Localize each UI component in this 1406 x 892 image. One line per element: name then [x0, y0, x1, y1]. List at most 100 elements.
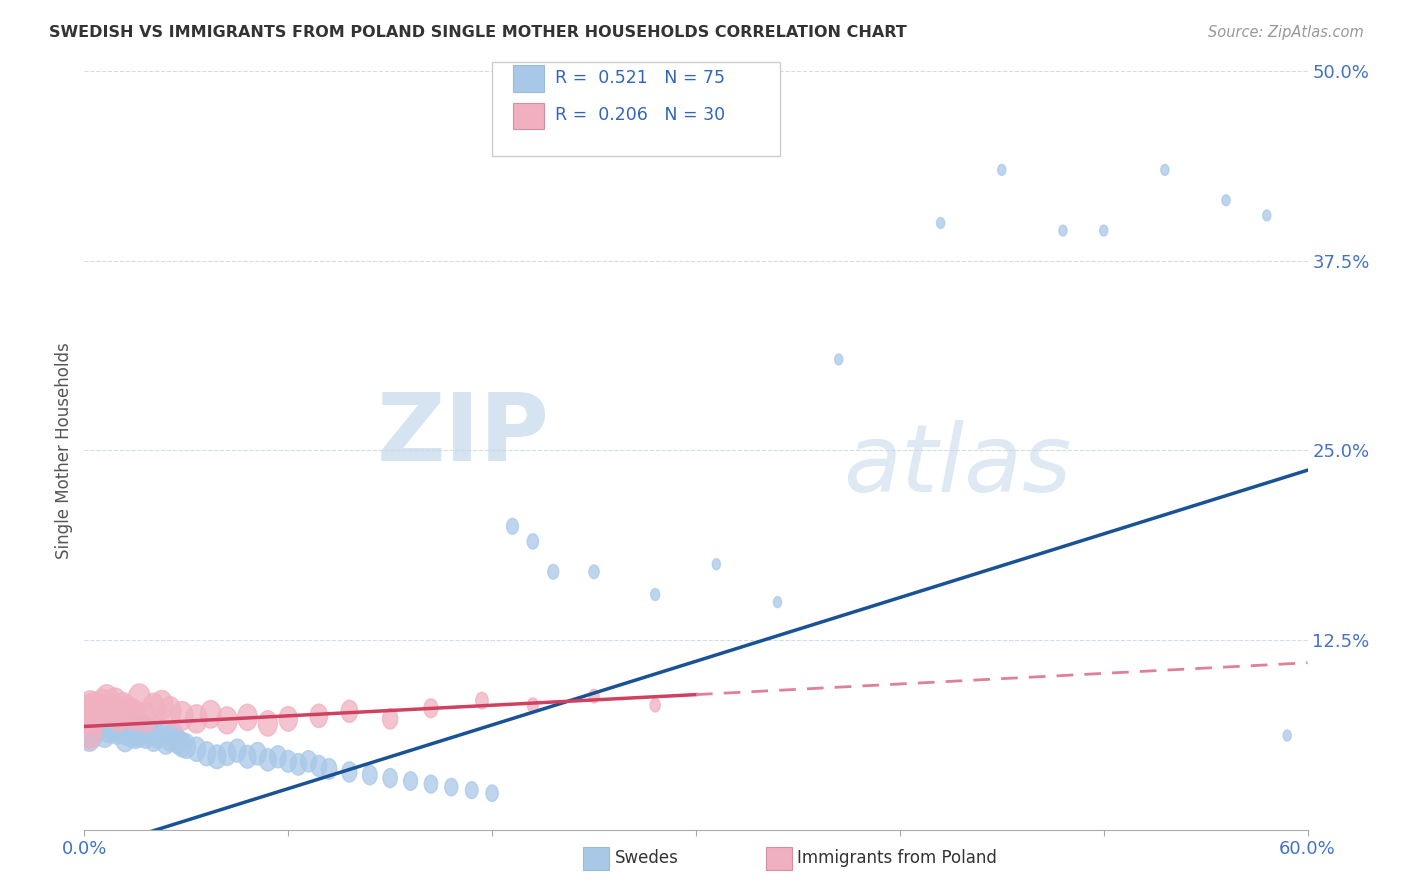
Ellipse shape — [125, 723, 145, 748]
Ellipse shape — [103, 688, 127, 720]
Ellipse shape — [201, 700, 221, 728]
Ellipse shape — [713, 558, 720, 570]
Ellipse shape — [208, 745, 226, 769]
Ellipse shape — [77, 720, 101, 754]
Ellipse shape — [260, 748, 276, 771]
Ellipse shape — [115, 725, 135, 752]
Ellipse shape — [79, 721, 103, 755]
Ellipse shape — [1059, 225, 1067, 236]
Ellipse shape — [105, 714, 125, 741]
Ellipse shape — [506, 518, 519, 534]
Ellipse shape — [165, 723, 183, 748]
Ellipse shape — [1263, 210, 1271, 221]
Ellipse shape — [122, 699, 145, 730]
Y-axis label: Single Mother Households: Single Mother Households — [55, 343, 73, 558]
Ellipse shape — [936, 218, 945, 228]
Ellipse shape — [1099, 225, 1108, 236]
Ellipse shape — [301, 751, 316, 772]
Text: Source: ZipAtlas.com: Source: ZipAtlas.com — [1208, 25, 1364, 40]
Text: R =  0.206   N = 30: R = 0.206 N = 30 — [555, 106, 725, 124]
Ellipse shape — [1284, 730, 1291, 741]
Text: Immigrants from Poland: Immigrants from Poland — [797, 849, 997, 867]
Ellipse shape — [97, 704, 117, 731]
Ellipse shape — [84, 703, 108, 737]
Ellipse shape — [177, 734, 195, 758]
Ellipse shape — [111, 714, 131, 739]
Ellipse shape — [311, 756, 326, 776]
Ellipse shape — [998, 164, 1005, 176]
Ellipse shape — [80, 705, 104, 738]
Ellipse shape — [89, 713, 108, 739]
Ellipse shape — [134, 702, 157, 732]
Ellipse shape — [87, 695, 111, 727]
Text: ZIP: ZIP — [377, 389, 550, 482]
Ellipse shape — [118, 720, 136, 746]
Ellipse shape — [238, 705, 257, 731]
Ellipse shape — [548, 565, 558, 579]
Ellipse shape — [229, 739, 246, 763]
Ellipse shape — [404, 772, 418, 790]
Ellipse shape — [142, 693, 165, 723]
Ellipse shape — [83, 692, 107, 724]
Ellipse shape — [79, 699, 104, 732]
Ellipse shape — [187, 737, 205, 762]
Ellipse shape — [120, 714, 139, 739]
Ellipse shape — [107, 700, 131, 731]
Ellipse shape — [76, 697, 100, 730]
Ellipse shape — [79, 708, 103, 741]
Ellipse shape — [107, 718, 127, 744]
Ellipse shape — [270, 746, 287, 768]
Ellipse shape — [186, 705, 207, 733]
Text: Swedes: Swedes — [614, 849, 678, 867]
Ellipse shape — [291, 754, 307, 775]
Ellipse shape — [83, 696, 107, 729]
Ellipse shape — [217, 706, 238, 734]
Ellipse shape — [527, 698, 538, 713]
Ellipse shape — [80, 691, 105, 725]
Ellipse shape — [128, 716, 148, 742]
Ellipse shape — [173, 732, 191, 757]
Ellipse shape — [110, 703, 129, 729]
Ellipse shape — [94, 721, 115, 747]
Ellipse shape — [382, 708, 398, 729]
Ellipse shape — [589, 565, 599, 579]
Ellipse shape — [475, 692, 488, 709]
Ellipse shape — [159, 697, 181, 726]
Ellipse shape — [169, 730, 187, 754]
Ellipse shape — [101, 712, 121, 739]
Ellipse shape — [342, 762, 357, 782]
Ellipse shape — [75, 690, 100, 723]
Ellipse shape — [152, 720, 172, 745]
Ellipse shape — [1222, 194, 1230, 206]
Ellipse shape — [124, 715, 143, 741]
Text: SWEDISH VS IMMIGRANTS FROM POLAND SINGLE MOTHER HOUSEHOLDS CORRELATION CHART: SWEDISH VS IMMIGRANTS FROM POLAND SINGLE… — [49, 25, 907, 40]
Ellipse shape — [773, 597, 782, 607]
Ellipse shape — [311, 704, 328, 728]
Ellipse shape — [160, 726, 180, 751]
Ellipse shape — [136, 723, 155, 748]
Ellipse shape — [423, 698, 439, 718]
Ellipse shape — [150, 690, 173, 720]
Ellipse shape — [280, 750, 297, 772]
Ellipse shape — [249, 742, 266, 765]
Ellipse shape — [83, 698, 108, 731]
Ellipse shape — [115, 696, 139, 727]
Ellipse shape — [84, 702, 104, 730]
Ellipse shape — [1161, 164, 1168, 176]
Ellipse shape — [156, 729, 176, 754]
Ellipse shape — [363, 765, 377, 785]
Ellipse shape — [342, 700, 357, 723]
Ellipse shape — [259, 711, 277, 736]
Text: atlas: atlas — [842, 420, 1071, 511]
Ellipse shape — [129, 721, 149, 747]
Ellipse shape — [239, 746, 256, 768]
Ellipse shape — [382, 768, 398, 788]
Ellipse shape — [278, 706, 298, 731]
Ellipse shape — [98, 716, 118, 743]
Text: R =  0.521   N = 75: R = 0.521 N = 75 — [555, 69, 725, 87]
Ellipse shape — [148, 723, 167, 748]
Ellipse shape — [444, 779, 458, 796]
Ellipse shape — [121, 721, 141, 747]
Ellipse shape — [98, 694, 122, 725]
Ellipse shape — [527, 533, 538, 549]
